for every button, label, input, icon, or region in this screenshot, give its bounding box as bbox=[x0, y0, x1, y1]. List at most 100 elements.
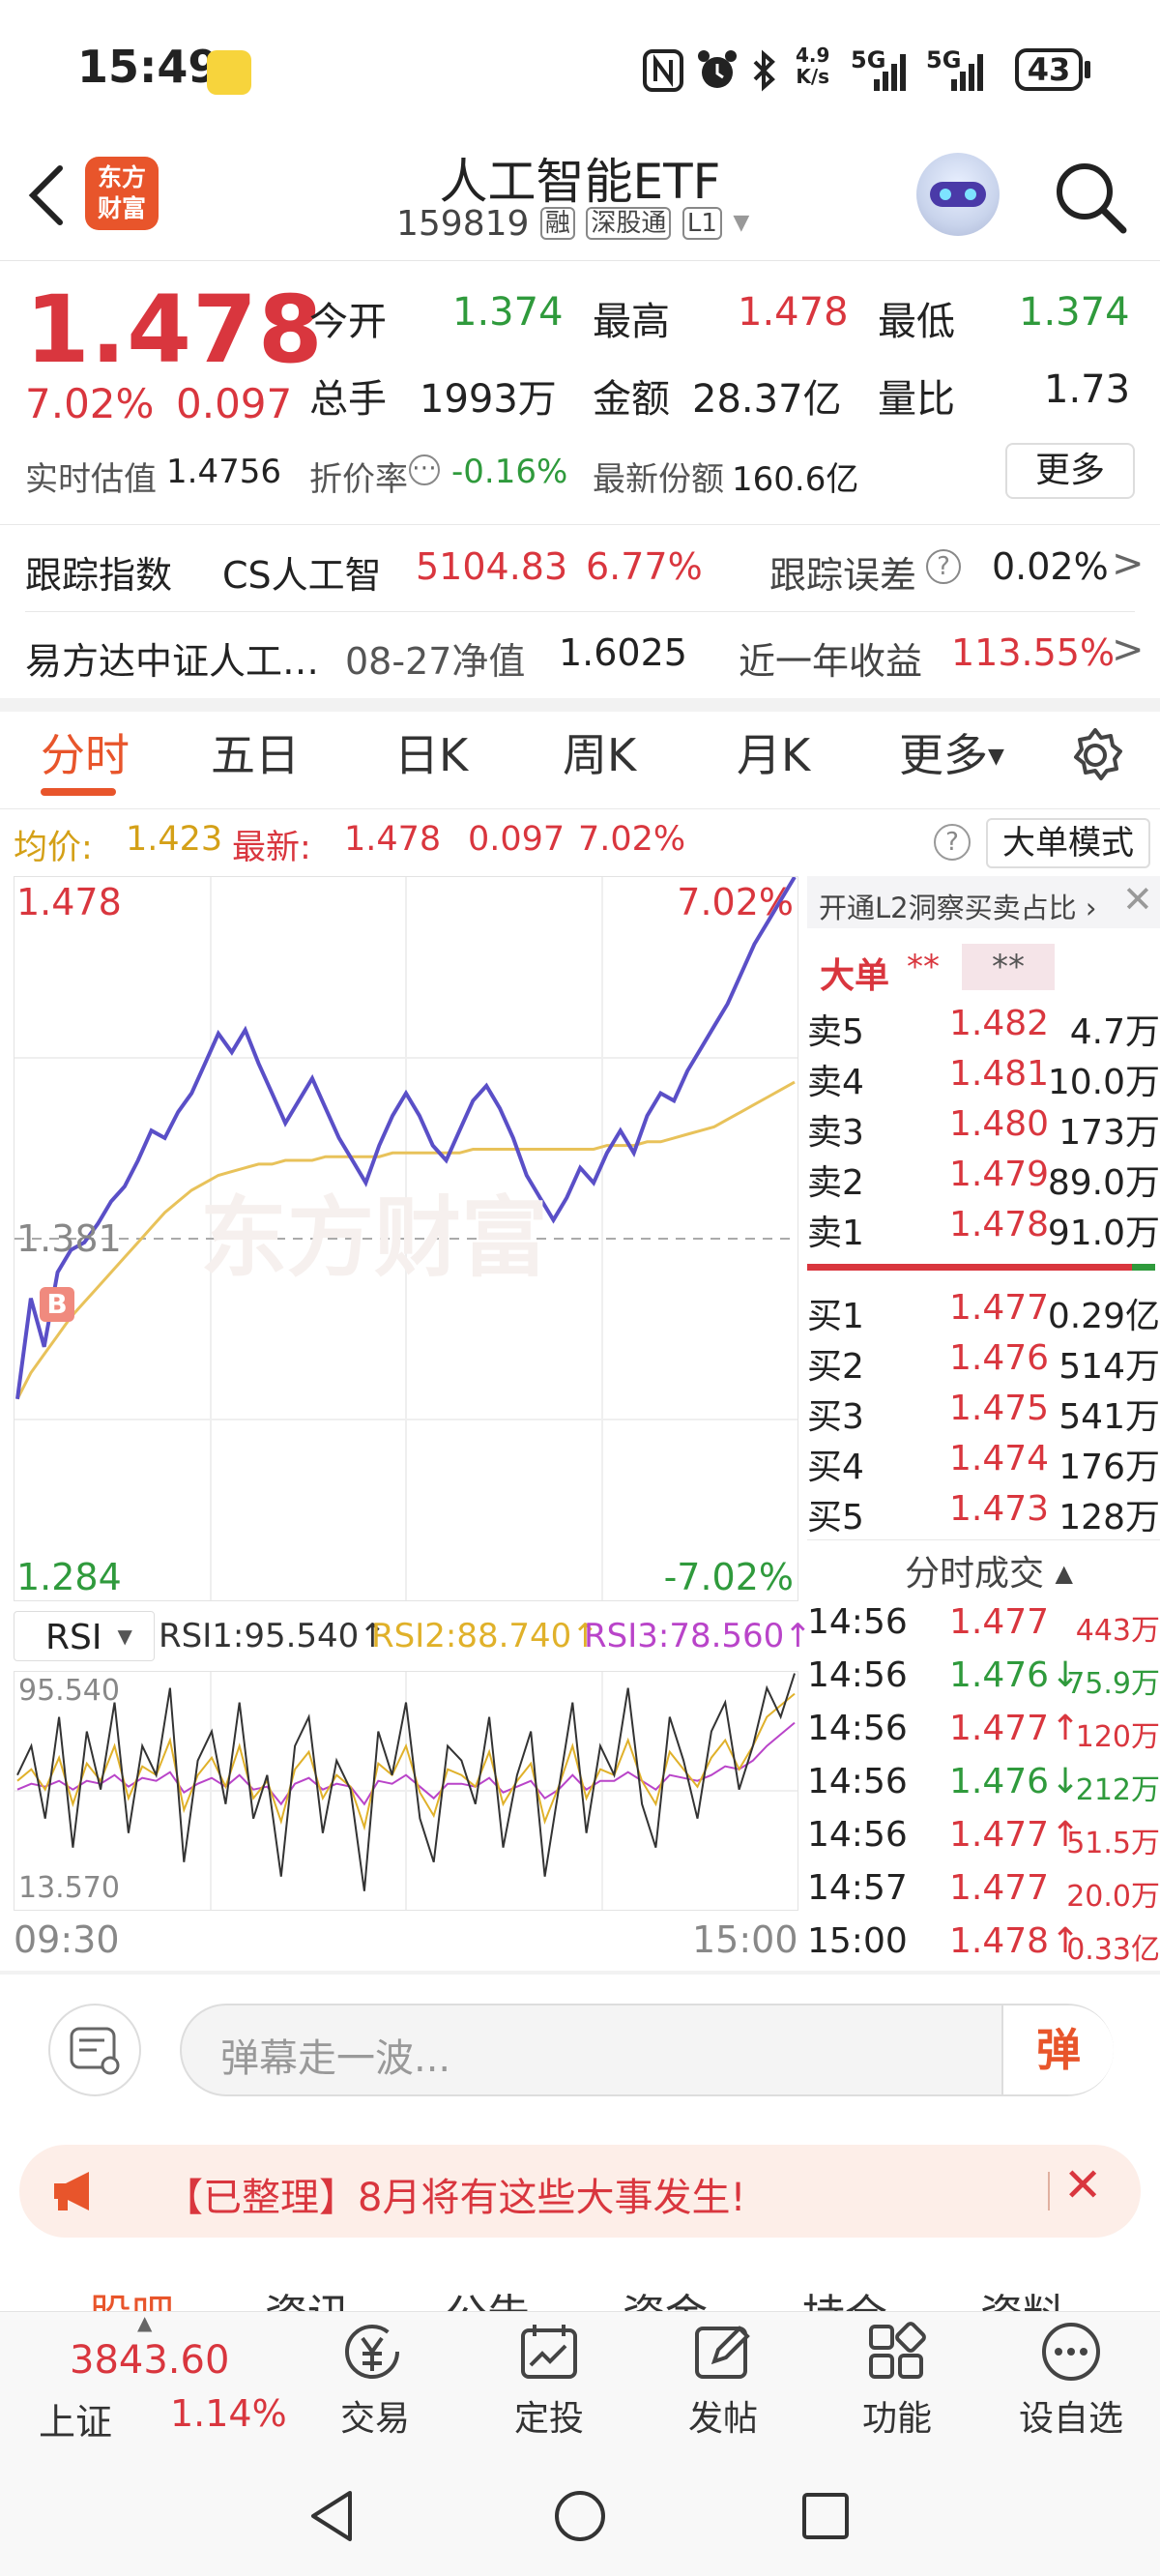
back-arrow-icon[interactable] bbox=[25, 162, 68, 228]
nav-functions[interactable]: 功能 bbox=[839, 2321, 955, 2441]
content-tabs: 股吧 资讯 公告 资金 持仓 资料 bbox=[0, 2263, 1160, 2311]
iopv-label: 实时估值 bbox=[25, 460, 157, 499]
news-banner[interactable]: 【已整理】8月将有这些大事发生! ✕ bbox=[19, 2145, 1141, 2238]
signal-icon-2 bbox=[951, 54, 983, 91]
nav-post[interactable]: 发帖 bbox=[665, 2321, 781, 2441]
trade-row: 14:56 1.477 443万 bbox=[807, 1602, 1160, 1648]
nav-fixed-invest[interactable]: 定投 bbox=[491, 2321, 607, 2441]
volume-ratio-label: 量比 bbox=[878, 377, 955, 422]
market-index-widget[interactable]: ▲ 3843.60 上证 1.14% bbox=[0, 2311, 290, 2454]
rsi1-label: RSI1:95.540↑ bbox=[159, 1617, 387, 1655]
chart-calendar-icon bbox=[521, 2325, 577, 2379]
open-value: 1.374 bbox=[452, 290, 564, 335]
recents-square-icon[interactable] bbox=[800, 2491, 851, 2541]
price-mid-label: 1.381 bbox=[16, 1217, 122, 1260]
tracking-index-pct: 6.77% bbox=[586, 545, 703, 588]
bid-row-1[interactable]: 买1 1.477 0.29亿 bbox=[807, 1288, 1160, 1336]
ask-row-3[interactable]: 卖3 1.480 173万 bbox=[807, 1104, 1160, 1153]
tab-daily-k[interactable]: 日K bbox=[394, 729, 469, 781]
tab-profile[interactable]: 资料 bbox=[980, 2280, 1065, 2311]
pct-bottom-label: -7.02% bbox=[663, 1556, 794, 1598]
more-dots-icon bbox=[1042, 2323, 1100, 2381]
home-circle-icon[interactable] bbox=[553, 2489, 607, 2543]
high-label: 最高 bbox=[593, 300, 670, 344]
bid-row-5[interactable]: 买5 1.473 128万 bbox=[807, 1489, 1160, 1537]
bid-row-3[interactable]: 买3 1.475 541万 bbox=[807, 1389, 1160, 1437]
banner-text: 【已整理】8月将有这些大事发生! bbox=[164, 2176, 746, 2220]
banner-close-icon[interactable]: ✕ bbox=[1063, 2158, 1103, 2212]
volume-value: 1993万 bbox=[420, 377, 557, 422]
danmu-send-button[interactable]: 弹 bbox=[1001, 2005, 1114, 2094]
indicator-select[interactable]: RSI ▼ bbox=[14, 1611, 155, 1661]
intraday-chart[interactable]: 东方财富 1.478 1.381 1.284 7.02% -7.02% B bbox=[14, 876, 798, 1601]
fund-name[interactable]: 易方达中证人工… bbox=[25, 640, 320, 683]
trades-title[interactable]: 分时成交 ▲ bbox=[905, 1554, 1073, 1594]
rsi1-line bbox=[16, 1673, 796, 1891]
tab-funds[interactable]: 资金 bbox=[623, 2280, 708, 2311]
ask-row-5[interactable]: 卖5 1.482 4.7万 bbox=[807, 1004, 1160, 1052]
bid-row-2[interactable]: 买2 1.476 514万 bbox=[807, 1338, 1160, 1387]
tab-intraday[interactable]: 分时 bbox=[41, 729, 130, 781]
time-start-label: 09:30 bbox=[14, 1918, 120, 1961]
big-order-label: 大单 bbox=[820, 956, 890, 996]
app-header: 东方 财富 人工智能ETF 159819 融 深股通 L1 ▼ bbox=[0, 145, 1160, 261]
net-speed: 4.9 K/s bbox=[796, 44, 830, 88]
buy-marker[interactable]: B bbox=[40, 1287, 74, 1322]
ask-row-1[interactable]: 卖1 1.478 91.0万 bbox=[807, 1205, 1160, 1253]
tab-weekly-k[interactable]: 周K bbox=[563, 729, 637, 781]
volume-label: 总手 bbox=[309, 377, 387, 422]
chevron-right-icon-2[interactable]: > bbox=[1112, 628, 1145, 672]
tab-more[interactable]: 更多▼ bbox=[899, 729, 1004, 781]
amount-label: 金额 bbox=[593, 377, 670, 422]
fund-code: 159819 融 深股通 L1 ▼ bbox=[396, 204, 750, 244]
tab-guba[interactable]: 股吧 bbox=[89, 2280, 174, 2311]
big-order-mode-button[interactable]: 大单模式 bbox=[986, 818, 1150, 868]
ask-row-4[interactable]: 卖4 1.481 10.0万 bbox=[807, 1054, 1160, 1102]
megaphone-icon bbox=[54, 2172, 89, 2210]
close-icon[interactable]: ✕ bbox=[1122, 878, 1153, 921]
bid-row-4[interactable]: 买4 1.474 176万 bbox=[807, 1439, 1160, 1487]
open-label: 今开 bbox=[309, 300, 387, 344]
price-top-label: 1.478 bbox=[16, 881, 122, 923]
signal-icon bbox=[874, 54, 906, 91]
tab-monthly-k[interactable]: 月K bbox=[737, 729, 811, 781]
tab-notice[interactable]: 公告 bbox=[445, 2280, 530, 2311]
trade-row: 14:56 1.477 ↑ 120万 bbox=[807, 1709, 1160, 1754]
danmu-toggle-button[interactable] bbox=[48, 2004, 141, 2096]
trade-row: 14:56 1.476 ↓ 75.9万 bbox=[807, 1655, 1160, 1701]
help-icon-2[interactable]: ? bbox=[934, 824, 971, 861]
tab-holdings[interactable]: 持仓 bbox=[802, 2280, 887, 2311]
tab-five-day[interactable]: 五日 bbox=[211, 729, 300, 781]
avg-price-value: 1.423 bbox=[126, 820, 223, 859]
watermark: 东方财富 bbox=[200, 1187, 548, 1289]
nav-label: 08-27净值 bbox=[345, 640, 526, 683]
bluetooth-icon bbox=[753, 49, 775, 92]
nav-add-watchlist[interactable]: 设自选 bbox=[1013, 2321, 1129, 2441]
index-name: 上证 bbox=[39, 2401, 113, 2444]
premium-label: 折价率 bbox=[309, 460, 408, 499]
more-button[interactable]: 更多 bbox=[1005, 443, 1135, 499]
l2-promo[interactable]: 开通L2洞察买卖占比 › ✕ bbox=[807, 876, 1160, 928]
tab-news[interactable]: 资讯 bbox=[265, 2280, 350, 2311]
caret-up-icon-2: ▲ bbox=[137, 2311, 153, 2334]
buy-sell-ratio-bar bbox=[807, 1264, 1155, 1271]
nav-trade[interactable]: 交易 bbox=[317, 2321, 433, 2441]
robot-assistant-icon[interactable] bbox=[916, 153, 1000, 236]
trade-row: 14:56 1.476 ↓ 212万 bbox=[807, 1762, 1160, 1807]
search-icon[interactable] bbox=[1052, 159, 1129, 236]
nav-value: 1.6025 bbox=[559, 631, 687, 674]
help-icon[interactable]: ? bbox=[926, 549, 961, 584]
rsi-chart[interactable]: 95.540 13.570 bbox=[14, 1671, 798, 1911]
ask-row-2[interactable]: 卖2 1.479 89.0万 bbox=[807, 1155, 1160, 1203]
gear-icon[interactable] bbox=[1067, 727, 1123, 783]
avg-price-label: 均价: bbox=[14, 829, 93, 867]
danmu-input[interactable]: 弹幕走一波... 弹 bbox=[180, 2004, 1114, 2096]
back-triangle-icon[interactable] bbox=[307, 2489, 356, 2543]
info-icon[interactable]: ⋯ bbox=[409, 454, 440, 485]
edit-icon bbox=[695, 2326, 750, 2379]
tracking-index-name[interactable]: CS人工智 bbox=[222, 554, 382, 597]
chevron-right-icon[interactable]: > bbox=[1112, 542, 1145, 586]
tracking-error-label: 跟踪误差 bbox=[769, 554, 917, 597]
shares-value: 160.6亿 bbox=[732, 460, 859, 499]
chevron-down-icon: ▼ bbox=[733, 211, 750, 235]
